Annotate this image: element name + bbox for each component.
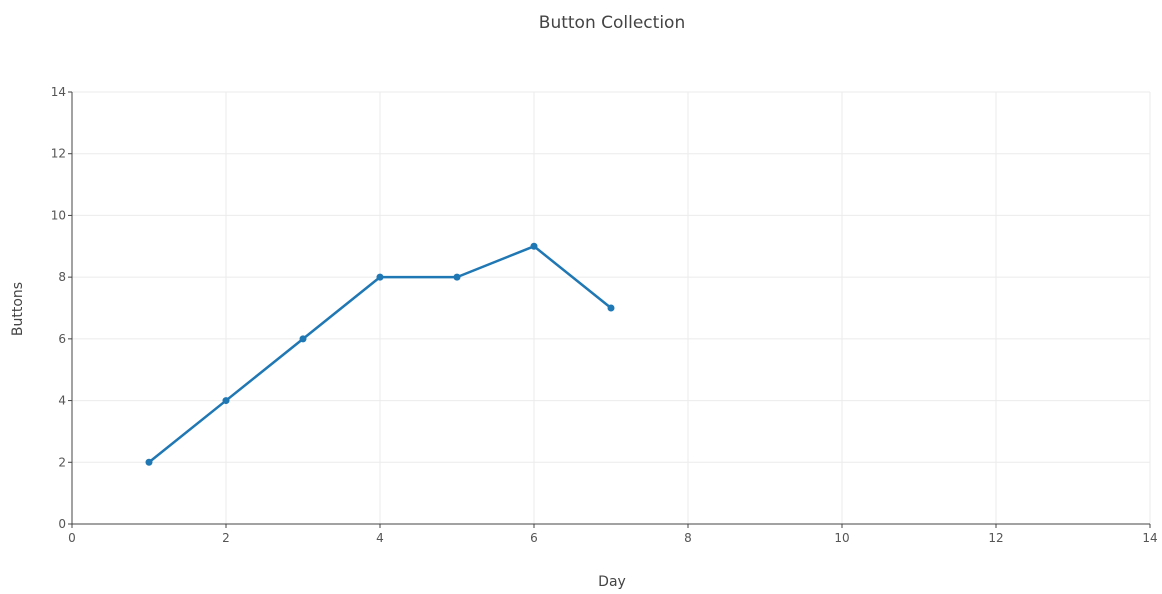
x-axis-title: Day xyxy=(598,574,626,590)
data-point[interactable] xyxy=(299,335,307,343)
x-tick-label: 0 xyxy=(68,531,76,545)
data-point[interactable] xyxy=(376,273,384,281)
x-tick-label: 4 xyxy=(376,531,384,545)
data-point[interactable] xyxy=(145,458,153,466)
x-tick-label: 6 xyxy=(530,531,538,545)
data-point[interactable] xyxy=(530,242,538,250)
y-tick-label: 8 xyxy=(58,270,66,284)
y-axis-title: Buttons xyxy=(10,282,26,336)
y-tick-label: 10 xyxy=(51,208,66,222)
data-point[interactable] xyxy=(607,304,615,312)
y-tick-label: 14 xyxy=(51,85,66,99)
tick-labels: 0 2 4 6 8 10 12 14 0 2 4 6 8 10 12 14 xyxy=(51,85,1158,545)
y-tick-label: 2 xyxy=(58,455,66,469)
x-tick-label: 2 xyxy=(222,531,230,545)
series-layer xyxy=(145,242,615,466)
x-tick-label: 14 xyxy=(1142,531,1157,545)
axes xyxy=(71,92,1150,525)
data-point[interactable] xyxy=(453,273,461,281)
x-tick-label: 12 xyxy=(988,531,1003,545)
chart-title: Button Collection xyxy=(539,13,685,33)
data-point[interactable] xyxy=(222,397,230,405)
gridlines xyxy=(72,91,1151,524)
x-tick-label: 8 xyxy=(684,531,692,545)
y-tick-label: 12 xyxy=(51,147,66,161)
y-tick-label: 0 xyxy=(58,517,66,531)
y-tick-label: 6 xyxy=(58,332,66,346)
x-tick-label: 10 xyxy=(834,531,849,545)
y-tick-label: 4 xyxy=(58,394,66,408)
